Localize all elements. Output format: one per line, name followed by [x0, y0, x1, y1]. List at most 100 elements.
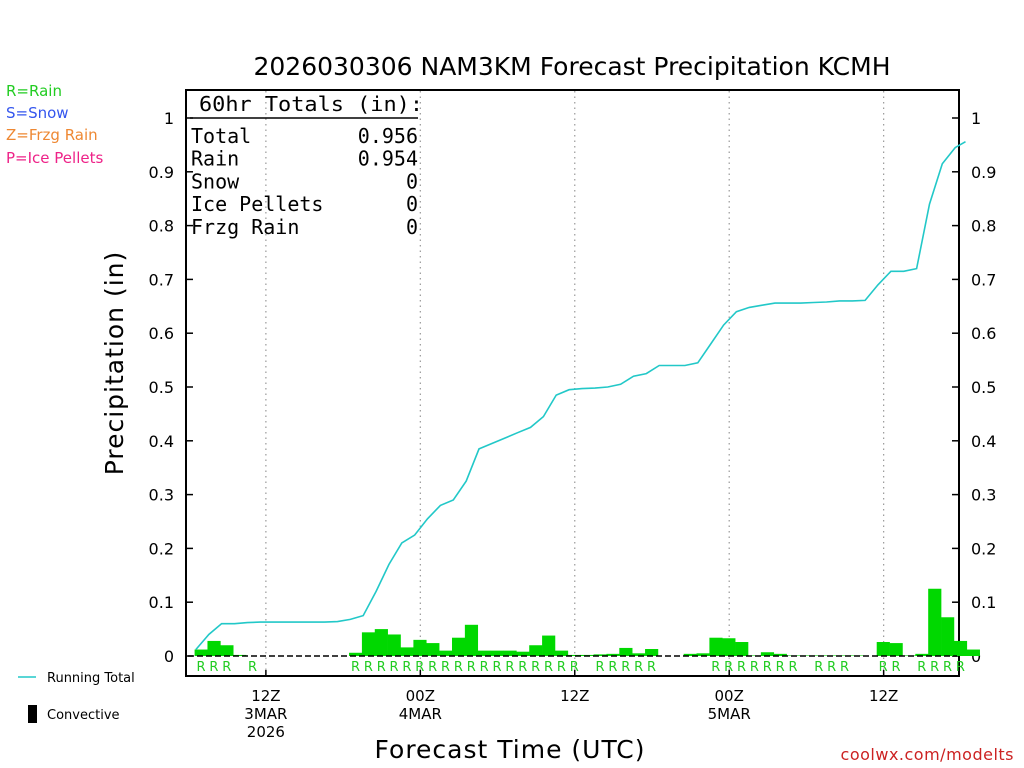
- rain-bar: [645, 649, 659, 656]
- rain-bar: [477, 650, 491, 656]
- y-tick-label-left: 0.5: [149, 378, 174, 397]
- rain-bar: [889, 643, 903, 656]
- rain-marker: R: [351, 660, 360, 675]
- rain-marker: R: [891, 660, 900, 675]
- rain-bar: [490, 650, 504, 656]
- chart-title: 2026030306 NAM3KM Forecast Precipitation…: [254, 52, 891, 81]
- rain-marker: R: [776, 660, 785, 675]
- rain-marker: R: [441, 660, 450, 675]
- rain-marker: R: [480, 660, 489, 675]
- x-tick-label: 00Z: [715, 687, 744, 705]
- rain-marker: R: [428, 660, 437, 675]
- rain-marker: R: [454, 660, 463, 675]
- totals-label: Rain: [191, 147, 239, 171]
- totals-value: 0: [406, 215, 418, 239]
- y-tick-label-right: 0.2: [971, 539, 996, 558]
- rain-bar: [516, 651, 530, 656]
- rain-bar: [735, 642, 749, 656]
- rain-bar: [529, 645, 543, 656]
- y-tick-label-left: 1: [164, 109, 174, 128]
- rain-marker: R: [222, 660, 231, 675]
- x-axis-label: Forecast Time (UTC): [375, 735, 646, 764]
- rain-bar: [953, 640, 968, 656]
- rain-marker: R: [505, 660, 514, 675]
- rain-marker: R: [209, 660, 218, 675]
- rain-bar: [966, 649, 980, 656]
- y-tick-label-left: 0.9: [149, 163, 174, 182]
- rain-marker: R: [789, 660, 798, 675]
- rain-bar: [374, 629, 388, 656]
- y-tick-label-left: 0.8: [149, 217, 174, 236]
- rain-bar: [632, 653, 646, 656]
- rain-bar: [748, 655, 762, 656]
- rain-marker: R: [647, 660, 656, 675]
- rain-marker: R: [840, 660, 849, 675]
- rain-marker: R: [608, 660, 617, 675]
- y-tick-label-left: 0.4: [149, 432, 174, 451]
- y-tick-label-right: 0.5: [971, 378, 996, 397]
- rain-bar: [361, 632, 376, 656]
- rain-bar: [838, 655, 852, 656]
- y-tick-label-right: 0: [971, 647, 981, 666]
- rain-bar: [876, 642, 890, 656]
- y-tick-label-left: 0.6: [149, 324, 174, 343]
- key-rain: R=Rain: [6, 82, 62, 100]
- rain-marker: R: [377, 660, 386, 675]
- rain-marker: R: [763, 660, 772, 675]
- rain-bar: [503, 650, 517, 656]
- legend-bar-swatch: [28, 705, 37, 723]
- y-tick-label-right: 0.3: [971, 486, 996, 505]
- plot-frame: [185, 89, 960, 677]
- rain-marker: R: [531, 660, 540, 675]
- y-tick-label-right: 0.9: [971, 163, 996, 182]
- rain-marker: R: [518, 660, 527, 675]
- rain-marker: R: [390, 660, 399, 675]
- rain-bar: [413, 639, 427, 656]
- y-tick-label-right: 0.4: [971, 432, 996, 451]
- rain-bar: [554, 650, 569, 656]
- rain-bar: [799, 655, 813, 656]
- y-tick-label-left: 0.3: [149, 486, 174, 505]
- watermark[interactable]: coolwx.com/modelts: [840, 745, 1014, 764]
- rain-bar: [606, 653, 620, 656]
- y-tick-label-left: 0.2: [149, 539, 174, 558]
- x-tick-label: 12Z: [869, 687, 898, 705]
- rain-bar: [426, 643, 440, 656]
- rain-bar: [387, 634, 401, 656]
- y-tick-label-right: 0.6: [971, 324, 996, 343]
- rain-bar: [194, 649, 208, 656]
- key-snow: S=Snow: [6, 104, 69, 122]
- rain-bar: [593, 654, 607, 656]
- totals-heading: 60hr Totals (in):: [199, 92, 423, 116]
- totals-label: Frzg Rain: [191, 215, 299, 239]
- rain-marker: R: [814, 660, 823, 675]
- x-tick-label: 00Z: [406, 687, 435, 705]
- rain-marker: R: [711, 660, 720, 675]
- key-frzg-rain: Z=Frzg Rain: [6, 126, 98, 144]
- rain-bar: [709, 637, 723, 656]
- rain-marker: R: [917, 660, 926, 675]
- rain-marker: R: [930, 660, 939, 675]
- rain-marker: R: [879, 660, 888, 675]
- x-tick-label: 5MAR: [708, 705, 751, 723]
- y-axis-label: Precipitation (in): [100, 251, 129, 476]
- totals-label: Total: [191, 124, 251, 148]
- rain-bar: [722, 638, 736, 656]
- rain-bar: [400, 647, 414, 656]
- rain-marker: R: [364, 660, 373, 675]
- rain-bar: [439, 650, 453, 656]
- x-tick-label: 12Z: [560, 687, 589, 705]
- rain-marker: R: [544, 660, 553, 675]
- rain-bar: [452, 637, 466, 656]
- y-tick-label-right: 0.8: [971, 217, 996, 236]
- legend-running-total: Running Total: [47, 671, 135, 686]
- rain-marker: R: [737, 660, 746, 675]
- rain-bar: [760, 652, 775, 656]
- rain-marker: R: [415, 660, 424, 675]
- y-tick-label-left: 0.7: [149, 270, 174, 289]
- totals-value: 0: [406, 192, 418, 216]
- rain-marker: R: [493, 660, 502, 675]
- rain-marker: R: [467, 660, 476, 675]
- totals-label: Ice Pellets: [191, 192, 323, 216]
- y-tick-label-left: 0.1: [149, 593, 174, 612]
